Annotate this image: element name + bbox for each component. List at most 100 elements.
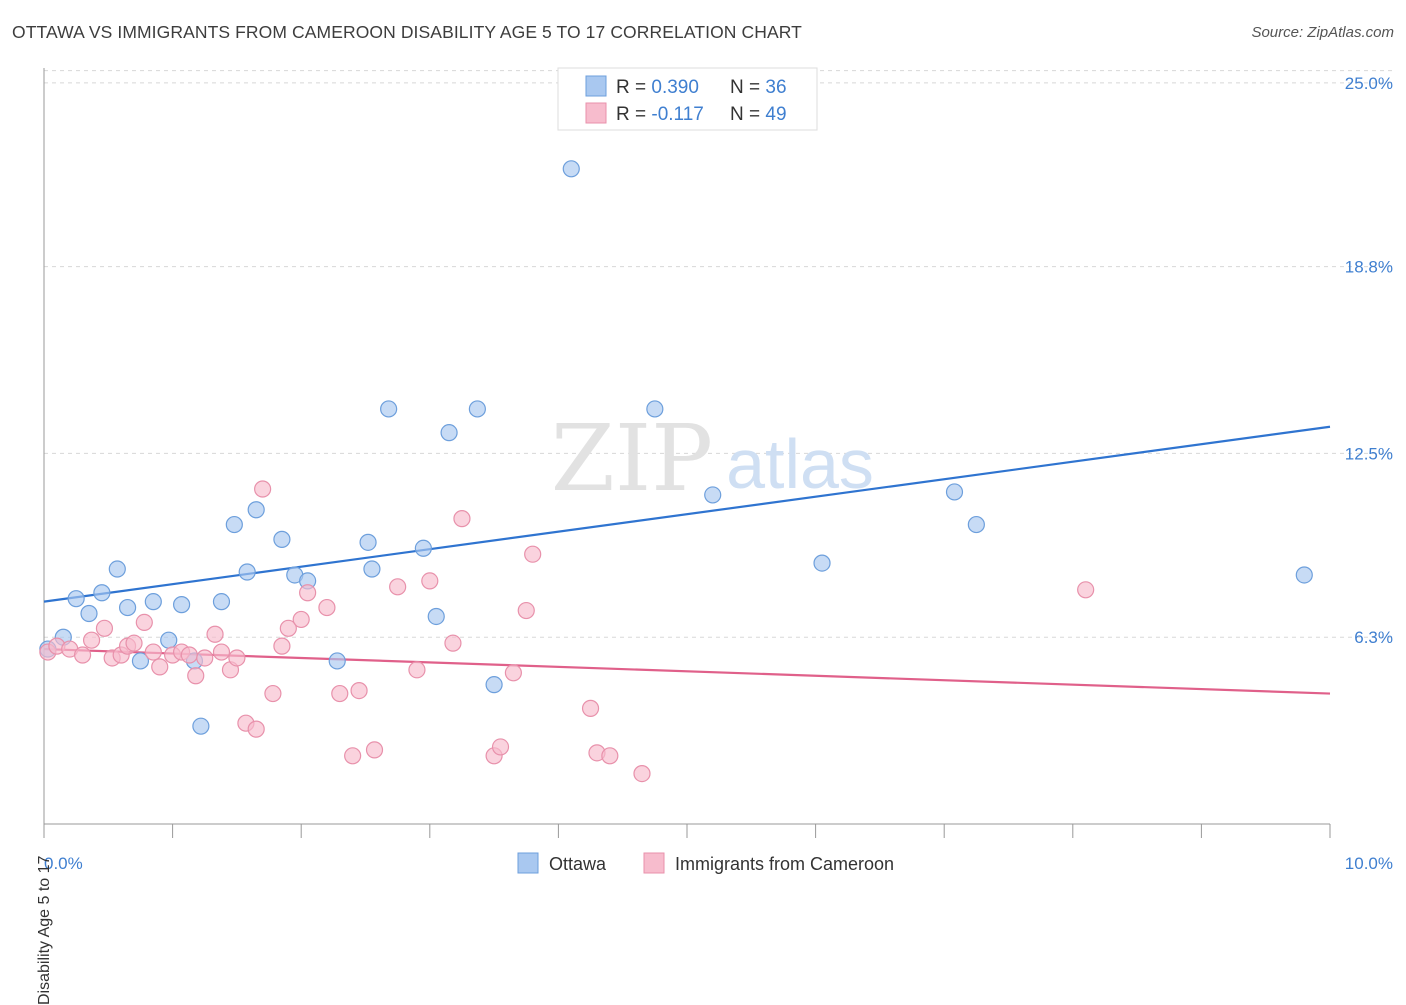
- stats-n-0: N = 36: [730, 77, 787, 98]
- n-value: 49: [765, 104, 786, 125]
- cameroon-point-5: [95, 619, 114, 637]
- ottawa-point-5: [108, 560, 126, 578]
- y-tick-label-0: 6.3%: [1354, 628, 1393, 647]
- stats-n-1: N = 49: [730, 104, 787, 125]
- cameroon-point-42: [504, 664, 522, 682]
- ottawa-point-6: [118, 598, 137, 617]
- cameroon-point-28: [292, 610, 310, 629]
- ottawa-point-17: [273, 530, 291, 548]
- stats-swatch-1: [585, 102, 607, 124]
- legend-swatch-0: [517, 852, 539, 874]
- cameroon-point-24: [254, 480, 272, 498]
- ottawa-point-4: [93, 584, 111, 602]
- cameroon-point-15: [180, 646, 198, 664]
- legend-stats: R = 0.390 N = 36 R = -0.117 N = 49: [557, 67, 818, 131]
- cameroon-point-43: [517, 601, 535, 620]
- cameroon-point-25: [264, 684, 282, 703]
- ottawa-point-3: [80, 604, 98, 623]
- cameroon-point-47: [601, 747, 619, 765]
- cameroon-point-26: [273, 637, 291, 655]
- ottawa-point-33: [945, 483, 964, 501]
- r-value: -0.117: [651, 104, 703, 125]
- scatter-chart: ZIP atlas 6.3% 12.5% 18.8% 25.0% 0.0% 10.0% R …: [39, 67, 1393, 874]
- cameroon-point-10: [135, 613, 153, 632]
- cameroon-point-31: [331, 684, 349, 703]
- ottawa-point-31: [704, 486, 722, 504]
- ottawa-point-27: [468, 400, 486, 418]
- cameroon-point-23: [247, 720, 265, 738]
- ottawa-point-15: [238, 563, 256, 581]
- cameroon-point-44: [524, 545, 542, 563]
- ottawa-trend-line: [43, 425, 1331, 603]
- ottawa-point-16: [247, 501, 265, 519]
- ottawa-point-14: [225, 515, 243, 534]
- y-tick-label-3: 25.0%: [1345, 74, 1393, 93]
- y-tick-label-2: 18.8%: [1345, 258, 1393, 277]
- stats-row-1: R = -0.117: [616, 104, 704, 125]
- cameroon-point-19: [212, 643, 231, 661]
- cameroon-point-29: [299, 584, 317, 602]
- cameroon-point-36: [408, 661, 426, 679]
- ottawa-point-20: [328, 652, 346, 670]
- cameroon-point-11: [144, 643, 162, 661]
- ottawa-point-28: [485, 676, 503, 694]
- ottawa-point-13: [212, 593, 231, 611]
- legend-series: Ottawa Immigrants from Cameroon: [517, 852, 894, 874]
- ottawa-point-35: [1295, 566, 1313, 584]
- r-label: R =: [616, 104, 651, 125]
- cameroon-point-33: [350, 681, 368, 700]
- cameroon-point-17: [196, 649, 214, 667]
- ottawa-point-7: [131, 652, 150, 670]
- cameroon-point-41: [491, 738, 510, 756]
- ottawa-point-32: [813, 554, 831, 572]
- ottawa-point-10: [173, 596, 191, 614]
- legend-label-1: Immigrants from Cameroon: [675, 854, 894, 874]
- cameroon-point-30: [318, 598, 336, 617]
- stats-row-0: R = 0.390: [616, 77, 699, 98]
- ottawa-point-30: [646, 400, 664, 418]
- n-value: 36: [765, 77, 786, 98]
- ottawa-point-29: [562, 160, 580, 178]
- x-tick-label-1: 10.0%: [1345, 854, 1393, 873]
- x-tick-label-0: 0.0%: [44, 854, 83, 873]
- cameroon-point-9: [125, 634, 143, 652]
- r-value: 0.390: [651, 77, 699, 98]
- cameroon-point-18: [206, 625, 224, 643]
- y-axis-label: Disability Age 5 to 17: [36, 855, 53, 1005]
- data-points: [39, 160, 1313, 783]
- ottawa-point-2: [67, 590, 85, 608]
- ottawa-point-25: [427, 607, 445, 626]
- watermark: ZIP atlas: [551, 405, 874, 512]
- cameroon-point-35: [389, 578, 407, 596]
- chart-title: OTTAWA VS IMMIGRANTS FROM CAMEROON DISAB…: [12, 22, 802, 42]
- ottawa-point-24: [414, 539, 432, 557]
- cameroon-point-38: [444, 634, 462, 652]
- ottawa-point-21: [359, 533, 377, 551]
- ottawa-point-26: [440, 424, 458, 442]
- cameroon-point-21: [228, 649, 246, 667]
- cameroon-point-49: [1077, 581, 1095, 599]
- axes: [43, 68, 1331, 838]
- trend-lines: [43, 425, 1331, 695]
- ottawa-point-34: [967, 515, 985, 534]
- r-label: R =: [616, 77, 651, 98]
- watermark-atlas: atlas: [726, 425, 874, 503]
- ottawa-point-9: [160, 631, 178, 649]
- cameroon-point-4: [82, 631, 101, 649]
- cameroon-point-12: [151, 658, 169, 676]
- cameroon-point-34: [365, 741, 384, 759]
- cameroon-point-45: [581, 699, 600, 717]
- ottawa-point-22: [363, 560, 381, 578]
- ottawa-point-8: [144, 593, 162, 611]
- legend-label-0: Ottawa: [549, 854, 607, 874]
- cameroon-point-37: [421, 572, 439, 590]
- cameroon-point-27: [279, 619, 297, 637]
- legend-swatch-1: [643, 852, 665, 874]
- ottawa-point-23: [380, 400, 398, 418]
- cameroon-point-32: [344, 747, 362, 765]
- grid-lines: [44, 70, 1392, 638]
- cameroon-point-16: [187, 667, 205, 685]
- cameroon-trend-line: [43, 647, 1331, 695]
- ottawa-point-12: [192, 717, 210, 735]
- n-label: N =: [730, 104, 765, 125]
